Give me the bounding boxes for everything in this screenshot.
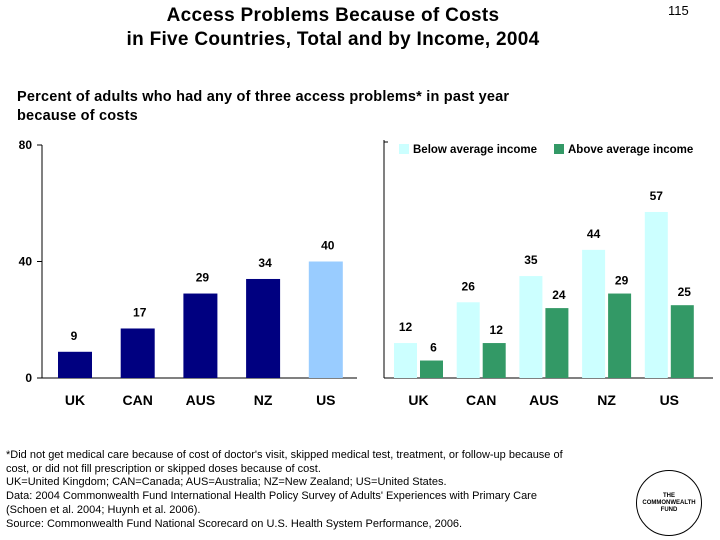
footnote-line-3: UK=United Kingdom; CAN=Canada; AUS=Austr… bbox=[6, 476, 447, 489]
logo-line-1: THE bbox=[663, 492, 675, 499]
bar-below-AUS bbox=[519, 276, 543, 378]
bar-above-US bbox=[670, 305, 694, 378]
data-label-above-NZ: 29 bbox=[615, 274, 629, 288]
data-label-below-US: 57 bbox=[650, 189, 664, 203]
data-label-total-AUS: 29 bbox=[196, 271, 210, 285]
slide-title: Access Problems Because of Costs in Five… bbox=[0, 4, 720, 52]
footnote-line-5: (Schoen et al. 2004; Huynh et al. 2006). bbox=[6, 503, 201, 516]
bar-below-NZ bbox=[582, 249, 606, 378]
y-tick-label-0: 0 bbox=[25, 371, 32, 385]
bar-above-UK bbox=[420, 360, 443, 378]
title-line-1: Access Problems Because of Costs bbox=[166, 5, 500, 26]
footnote: *Did not get medical care because of cos… bbox=[6, 449, 626, 531]
data-label-below-UK: 12 bbox=[399, 320, 413, 334]
y-tick-label-80: 80 bbox=[19, 138, 33, 152]
x-tick-label-right-CAN: CAN bbox=[466, 392, 496, 408]
data-label-total-UK: 9 bbox=[71, 329, 78, 343]
bar-total-CAN bbox=[120, 328, 155, 378]
bar-below-US bbox=[644, 211, 668, 378]
data-label-total-CAN: 17 bbox=[133, 305, 147, 319]
x-tick-label-left-NZ: NZ bbox=[254, 392, 273, 408]
x-tick-label-right-NZ: NZ bbox=[597, 392, 616, 408]
slide-number: 115 bbox=[668, 3, 689, 18]
data-label-below-AUS: 35 bbox=[524, 253, 538, 267]
footnote-line-2: cost, or did not fill prescription or sk… bbox=[6, 462, 321, 475]
data-label-above-CAN: 12 bbox=[490, 323, 504, 337]
chart-subtitle: Percent of adults who had any of three a… bbox=[17, 88, 657, 126]
bar-below-CAN bbox=[456, 302, 480, 378]
subtitle-line-2: because of costs bbox=[17, 108, 138, 124]
x-tick-label-left-AUS: AUS bbox=[186, 392, 216, 408]
logo-line-3: FUND bbox=[660, 506, 678, 513]
footnote-line-1: *Did not get medical care because of cos… bbox=[6, 449, 563, 461]
data-label-above-UK: 6 bbox=[430, 341, 437, 355]
data-label-total-US: 40 bbox=[321, 239, 335, 253]
x-tick-label-left-US: US bbox=[316, 392, 335, 408]
data-label-total-NZ: 34 bbox=[258, 256, 272, 270]
data-label-above-US: 25 bbox=[678, 285, 692, 299]
x-tick-label-right-UK: UK bbox=[408, 392, 428, 408]
footnote-line-6: Source: Commonwealth Fund National Score… bbox=[6, 517, 463, 530]
commonwealth-fund-logo: THE COMMONWEALTH FUND bbox=[636, 470, 702, 536]
data-label-above-AUS: 24 bbox=[552, 288, 566, 302]
bar-above-NZ bbox=[608, 293, 632, 378]
bar-below-UK bbox=[394, 343, 417, 378]
x-tick-label-left-CAN: CAN bbox=[123, 392, 153, 408]
bar-above-AUS bbox=[545, 308, 569, 378]
bar-above-CAN bbox=[482, 343, 506, 378]
data-label-below-NZ: 44 bbox=[587, 227, 601, 241]
subtitle-line-1: Percent of adults who had any of three a… bbox=[17, 89, 510, 105]
footnote-line-4: Data: 2004 Commonwealth Fund Internation… bbox=[6, 490, 537, 503]
x-tick-label-left-UK: UK bbox=[65, 392, 85, 408]
data-label-below-CAN: 26 bbox=[462, 279, 476, 293]
x-tick-label-right-US: US bbox=[660, 392, 679, 408]
legend-swatch-1 bbox=[554, 144, 564, 154]
legend-label-0: Below average income bbox=[413, 144, 537, 156]
bar-total-UK bbox=[58, 351, 92, 378]
bar-total-AUS bbox=[183, 293, 218, 378]
bar-total-US bbox=[308, 261, 343, 378]
bar-total-NZ bbox=[246, 278, 281, 378]
legend-swatch-0 bbox=[399, 144, 409, 154]
x-tick-label-right-AUS: AUS bbox=[529, 392, 559, 408]
title-line-2: in Five Countries, Total and by Income, … bbox=[126, 29, 540, 50]
logo-line-2: COMMONWEALTH bbox=[642, 499, 696, 506]
y-tick-label-40: 40 bbox=[19, 255, 33, 269]
legend-label-1: Above average income bbox=[568, 144, 693, 156]
